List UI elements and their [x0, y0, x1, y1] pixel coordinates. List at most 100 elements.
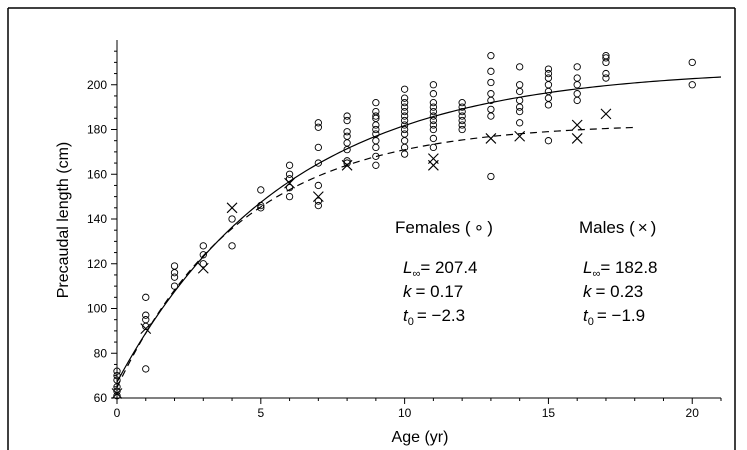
female-point — [458, 99, 466, 107]
female-point — [516, 63, 524, 71]
female-point — [602, 52, 610, 60]
female-point — [400, 112, 409, 120]
female-point — [573, 96, 581, 105]
female-point — [487, 52, 495, 60]
female-point — [314, 181, 322, 190]
female-point — [573, 81, 581, 89]
female-point — [199, 242, 207, 250]
male-point — [312, 191, 324, 203]
female-point — [113, 387, 121, 395]
female-point — [228, 242, 236, 250]
male-point — [571, 119, 583, 131]
female-point — [544, 81, 553, 89]
male-point — [226, 202, 238, 214]
female-point — [170, 262, 179, 270]
female-point — [199, 260, 207, 268]
female-point — [487, 112, 495, 120]
y-tick-label: 180 — [87, 123, 107, 137]
female-point — [257, 186, 265, 194]
curve-females — [116, 76, 722, 383]
female-point — [487, 105, 495, 114]
female-point — [285, 161, 294, 169]
annotation-females-linf: L∞= 207.4 — [403, 258, 478, 280]
female-point — [688, 81, 696, 89]
female-point — [199, 251, 207, 259]
female-point — [429, 125, 438, 134]
female-point — [372, 130, 380, 138]
female-point — [429, 143, 438, 152]
female-point — [400, 94, 409, 102]
female-point — [400, 130, 409, 138]
x-tick-label: 15 — [542, 406, 556, 420]
female-point — [372, 125, 380, 134]
female-point — [573, 63, 581, 71]
female-point — [487, 90, 495, 98]
female-point — [343, 116, 351, 125]
female-point — [257, 201, 265, 210]
male-point — [341, 159, 353, 171]
y-tick-label: 140 — [87, 212, 107, 226]
male-point — [284, 177, 295, 189]
y-tick-label: 120 — [87, 257, 107, 271]
female-point — [400, 99, 409, 107]
female-point — [400, 121, 409, 129]
female-point — [372, 99, 380, 107]
female-point — [429, 90, 438, 98]
female-point — [314, 201, 322, 210]
female-point — [142, 316, 150, 324]
male-point — [111, 388, 123, 399]
female-point — [142, 365, 150, 373]
female-point — [458, 107, 466, 116]
female-point — [343, 132, 351, 140]
female-point — [400, 150, 409, 158]
female-point — [487, 67, 495, 75]
curve-males — [116, 126, 635, 388]
female-point — [343, 139, 351, 147]
female-point — [602, 54, 610, 62]
x-tick-label: 0 — [114, 406, 121, 420]
female-point — [142, 311, 150, 319]
female-point — [602, 69, 610, 78]
female-point — [257, 204, 265, 212]
y-tick-label: 160 — [87, 167, 107, 181]
female-point — [516, 96, 524, 105]
female-point — [544, 74, 553, 82]
female-point — [314, 123, 322, 131]
female-point — [400, 85, 409, 93]
female-point — [113, 371, 121, 380]
female-point — [343, 159, 351, 167]
female-point — [343, 157, 351, 165]
female-point — [516, 107, 524, 116]
female-point — [516, 103, 524, 111]
female-point — [487, 78, 495, 87]
female-point — [429, 107, 438, 116]
female-point — [544, 65, 553, 73]
female-point — [113, 392, 121, 400]
y-tick-label: 200 — [87, 78, 107, 92]
female-point — [429, 112, 438, 120]
female-point — [372, 121, 380, 129]
female-point — [400, 107, 409, 116]
female-point — [688, 58, 696, 67]
female-point — [429, 99, 438, 107]
y-tick-label: 80 — [94, 346, 108, 360]
female-point — [372, 152, 380, 161]
female-point — [314, 197, 322, 205]
male-point — [197, 262, 209, 274]
female-point — [400, 103, 409, 111]
x-tick-label: 10 — [398, 406, 412, 420]
female-point — [516, 87, 524, 96]
female-point — [429, 121, 438, 129]
female-point — [285, 175, 294, 183]
female-point — [487, 172, 495, 181]
female-point — [544, 94, 553, 102]
female-point — [458, 103, 466, 111]
female-point — [314, 159, 322, 167]
x-tick-label: 5 — [257, 406, 264, 420]
female-point — [544, 101, 553, 109]
female-point — [400, 125, 409, 134]
female-point — [142, 293, 150, 301]
female-point — [343, 128, 351, 136]
y-axis-title: Precaudal length (cm) — [55, 142, 72, 299]
